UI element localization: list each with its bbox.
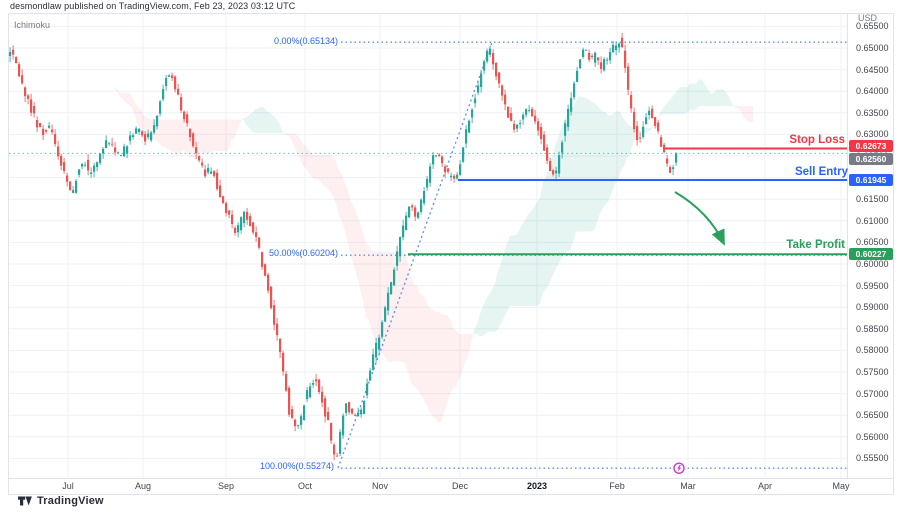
price-tick: 0.55500 <box>856 453 889 463</box>
stop-loss-label: Stop Loss <box>789 134 845 146</box>
grid <box>9 14 847 478</box>
indicator-label: Ichimoku <box>14 20 51 30</box>
time-tick-apr: Apr <box>757 481 773 491</box>
price-tick: 0.61000 <box>856 216 889 226</box>
fib-0-label[interactable]: 0.00%(0.65134) <box>273 36 338 46</box>
ichimoku-cloud <box>84 54 753 423</box>
stop-loss-price-badge: 0.62673 <box>849 140 893 152</box>
time-tick-jul: Jul <box>62 481 74 491</box>
price-tick: 0.61500 <box>856 194 889 204</box>
time-tick-2023: 2023 <box>526 481 548 491</box>
time-tick-sep: Sep <box>217 481 235 491</box>
price-tick: 0.57000 <box>856 389 889 399</box>
price-tick: 0.59500 <box>856 281 889 291</box>
price-tick: 0.60500 <box>856 237 889 247</box>
tradingview-watermark-text: TradingView <box>37 495 104 507</box>
price-tick: 0.59000 <box>856 302 889 312</box>
price-tick: 0.65500 <box>856 21 889 31</box>
price-tick: 0.63500 <box>856 108 889 118</box>
fib-100-label[interactable]: 100.00%(0.55274) <box>259 461 334 471</box>
time-tick-nov: Nov <box>371 481 389 491</box>
axis-currency-label: USD <box>858 13 878 23</box>
time-axis-separator <box>9 478 893 479</box>
sell-entry-price-badge: 0.61945 <box>849 174 893 186</box>
last-price-badge: 0.62560 <box>849 153 893 165</box>
sell-projection-arrow[interactable] <box>674 191 725 246</box>
take-profit-label: Take Profit <box>786 239 845 251</box>
time-tick-oct: Oct <box>297 481 313 491</box>
time-tick-mar: Mar <box>680 481 696 491</box>
price-tick: 0.60000 <box>856 259 889 269</box>
event-marker-icon[interactable] <box>673 462 685 474</box>
time-tick-feb: Feb <box>609 481 625 491</box>
time-tick-may: May <box>832 481 850 491</box>
publisher-line: desmondlaw published on TradingView.com,… <box>10 1 296 11</box>
price-tick: 0.58500 <box>856 324 889 334</box>
sell-entry-label: Sell Entry <box>794 166 848 178</box>
price-tick: 0.65000 <box>856 43 889 53</box>
price-tick: 0.64500 <box>856 65 889 75</box>
price-axis-separator <box>847 14 848 478</box>
price-tick: 0.56500 <box>856 410 889 420</box>
fib-50-label[interactable]: 50.00%(0.60204) <box>268 248 338 258</box>
chart-canvas[interactable] <box>9 14 847 478</box>
time-tick-aug: Aug <box>134 481 152 491</box>
price-tick: 0.56000 <box>856 432 889 442</box>
take-profit-price-badge: 0.60227 <box>849 248 893 260</box>
price-tick: 0.64000 <box>856 86 889 96</box>
price-tick: 0.58000 <box>856 345 889 355</box>
candlesticks <box>9 33 678 460</box>
tradingview-watermark[interactable]: TradingView <box>18 494 104 508</box>
tradingview-logo-icon <box>18 496 32 506</box>
price-tick: 0.63000 <box>856 129 889 139</box>
price-tick: 0.57500 <box>856 367 889 377</box>
time-tick-dec: Dec <box>451 481 469 491</box>
